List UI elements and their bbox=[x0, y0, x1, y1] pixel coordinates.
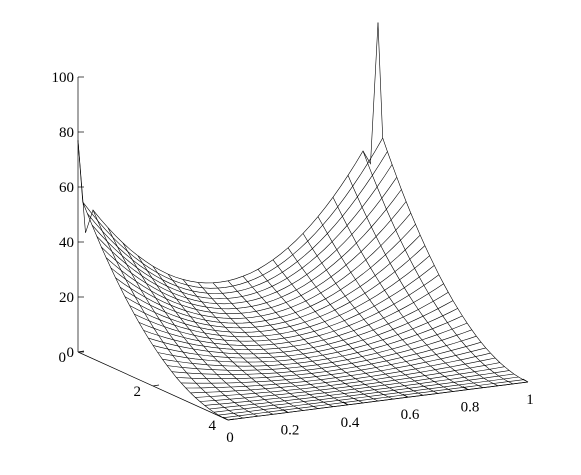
mesh-line-x bbox=[148, 292, 449, 355]
mesh-line-x bbox=[195, 357, 496, 398]
z-tick-label: 80 bbox=[59, 125, 74, 141]
mesh-line-y bbox=[182, 279, 334, 407]
mesh-line-y bbox=[152, 266, 304, 411]
y-tick-mark bbox=[77, 350, 85, 353]
mesh-line-y bbox=[377, 22, 529, 383]
surface-mesh bbox=[77, 22, 529, 421]
x-tick-label: 0.8 bbox=[461, 400, 480, 416]
mesh-line-y bbox=[242, 276, 394, 400]
mesh-line-y bbox=[107, 227, 259, 417]
y-tick-label: 4 bbox=[209, 418, 217, 434]
mesh-line-y bbox=[317, 216, 469, 390]
axes-group bbox=[77, 76, 529, 421]
mesh-line-x bbox=[143, 283, 444, 351]
mesh-line-y bbox=[167, 273, 319, 409]
y-tick-label: 2 bbox=[134, 384, 142, 400]
z-tick-label: 0 bbox=[67, 345, 75, 361]
mesh-line-x bbox=[91, 164, 393, 300]
z-tick-label: 40 bbox=[59, 235, 74, 251]
mesh-line-y bbox=[302, 233, 454, 392]
mesh-line-x bbox=[101, 189, 402, 310]
x-tick-label: 0 bbox=[226, 430, 234, 446]
z-tick-label: 60 bbox=[59, 180, 74, 196]
mesh-line-y bbox=[257, 269, 409, 398]
mesh-line-y bbox=[197, 282, 349, 406]
mesh-line-x bbox=[96, 177, 398, 305]
mesh-line-x bbox=[157, 308, 458, 363]
mesh-line-y bbox=[137, 255, 289, 413]
mesh-line-y bbox=[362, 150, 514, 385]
mesh-line-x bbox=[185, 347, 486, 389]
mesh-line-y bbox=[212, 282, 364, 404]
mesh-line-x bbox=[105, 201, 407, 314]
y-tick-label: 0 bbox=[59, 350, 67, 366]
z-tick-label: 100 bbox=[52, 70, 75, 86]
mesh-line-x bbox=[87, 151, 388, 294]
mesh-line-y bbox=[122, 242, 274, 415]
mesh-line-x bbox=[77, 22, 379, 284]
y-tick-mark bbox=[152, 384, 160, 387]
mesh-line-y bbox=[92, 209, 244, 419]
mesh-line-y bbox=[272, 259, 424, 396]
mesh-line-y bbox=[332, 197, 484, 388]
z-tick-label: 20 bbox=[59, 290, 74, 306]
mesh-line-y bbox=[77, 140, 229, 421]
x-tick-label: 0.4 bbox=[341, 415, 360, 431]
x-tick-label: 0.2 bbox=[281, 422, 300, 438]
mesh-line-y bbox=[347, 175, 499, 387]
x-tick-label: 1 bbox=[526, 392, 534, 408]
mesh-line-y bbox=[287, 247, 439, 394]
x-tick-label: 0.6 bbox=[401, 407, 420, 423]
mesh-line-y bbox=[227, 280, 379, 402]
